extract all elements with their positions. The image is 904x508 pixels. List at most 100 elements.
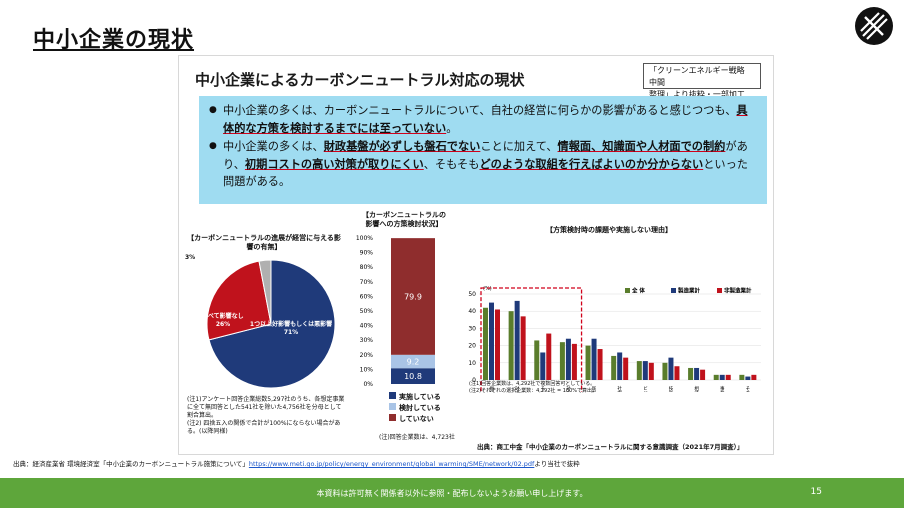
bar [688, 367, 694, 380]
bar [694, 367, 700, 380]
bar [565, 338, 571, 380]
pie-slice-label: 影響なしもしくは無回答3% [185, 252, 252, 261]
bar [571, 343, 577, 380]
stacked-legend: 実施している 検討している していない [389, 392, 441, 425]
bar [713, 374, 719, 380]
stacked-segment [391, 354, 435, 369]
bar [546, 333, 552, 380]
category-label: 相談できる相手がいない [694, 385, 699, 392]
bar [585, 345, 591, 380]
category-label: 技術的に対応が難しい [668, 385, 673, 392]
pie-slice [208, 259, 336, 389]
category-label: その他 [745, 386, 750, 392]
y-tick-label: 90% [360, 250, 374, 257]
bar [508, 311, 514, 380]
category-label: 既存の設備では対応が難しい [591, 386, 596, 392]
pie-chart-note: (注1)アンケート回答企業総数5,297社のうち、各想定事業に全て無回答とした5… [187, 396, 345, 435]
bar [674, 366, 680, 380]
legend-item: 実施している [389, 392, 441, 403]
y-tick-label: 10% [360, 366, 374, 373]
stacked-bar-chart: 100% 90% 80% 70% 60% 50% 40% 30% 20% 10% 0% 10.8 9.2… [356, 235, 435, 388]
pie-slice [206, 260, 272, 341]
data-label: 10.8 [404, 372, 422, 381]
grouped-chart-title: 【方策検討時の課題や実施しない理由】 [546, 226, 672, 234]
source-box: 「クリーンエネルギー戦略 中間 整理」より抜粋・一部加工 [643, 63, 761, 99]
pie-slice-label: 1つ以上好影響もしくは悪影響 71% [250, 320, 332, 336]
category-label: 規制・ルールが決まっていない [489, 385, 494, 392]
bar [739, 374, 745, 380]
data-label: 9.2 [407, 358, 420, 367]
bar [642, 361, 648, 380]
company-logo-icon [855, 7, 893, 45]
legend-swatch [625, 288, 630, 293]
y-tick-label: 70% [360, 279, 374, 286]
page-title: 中小企業の現状 [33, 28, 195, 53]
stacked-chart-note: (注)回答企業数は、4,723社 [379, 434, 455, 441]
summary-bullet: 中小企業の多くは、財政基盤が必ずしも盤石でないことに加えて、情報面、知識面や人材… [209, 138, 757, 191]
y-tick-label: 40 [468, 308, 476, 315]
y-tick-label: 50 [468, 291, 476, 298]
bar [483, 307, 488, 380]
category-label: 事業を縮小・廃業する予定 [719, 385, 724, 392]
bar [489, 302, 494, 380]
source-line: 出典：経済産業省 環境経済室「中小企業のカーボンニュートラル施策について」htt… [13, 460, 580, 468]
bar [662, 362, 668, 380]
bar [636, 361, 642, 380]
y-tick-label: 100% [356, 235, 373, 242]
bar [719, 374, 725, 380]
summary-bullet: 中小企業の多くは、カーボンニュートラルについて、自社の経営に何らかの影響があると… [209, 102, 757, 137]
page-number: 15 [810, 487, 822, 497]
stacked-segment [391, 238, 435, 355]
category-label: 対応方法や他社の取組に関する [514, 385, 519, 392]
y-tick-label: 30 [468, 325, 476, 332]
bar [700, 369, 706, 380]
bar [520, 316, 526, 380]
source-link[interactable]: https://www.meti.go.jp/policy/energy_env… [248, 460, 535, 468]
bar [623, 357, 629, 380]
legend-label: 製造業計 [678, 287, 701, 295]
legend-label: 全 体 [631, 287, 645, 295]
summary-callout: 中小企業の多くは、カーボンニュートラルについて、自社の経営に何らかの影響があると… [199, 96, 767, 204]
pie-slice [258, 259, 272, 325]
bar [514, 300, 520, 380]
stacked-chart-title: 【カーボンニュートラルの影響への方策検討状況】 [362, 211, 446, 228]
bar [495, 309, 500, 380]
bar [648, 362, 654, 380]
bar [751, 374, 757, 380]
y-tick-label: 0 [472, 377, 476, 384]
slide-heading: 中小企業によるカーボンニュートラル対応の現状 [195, 71, 525, 89]
category-label: 社内での人的リソースが足りな [617, 385, 622, 392]
y-tick-label: 50% [360, 308, 374, 315]
bar [559, 342, 565, 380]
bar [534, 340, 540, 380]
legend-label: 非製造業計 [724, 287, 752, 295]
highlight-box [480, 287, 583, 392]
y-tick-label: 60% [360, 293, 374, 300]
grouped-chart-source: 出典：商工中金「中小企業のカーボンニュートラルに関する意識調査（2021年7月調… [477, 443, 744, 451]
data-label: 79.9 [404, 292, 422, 301]
category-label: ビジネスモデルの転換が困難 [642, 385, 647, 392]
legend-swatch [671, 288, 676, 293]
bar [617, 352, 623, 380]
bar [591, 338, 597, 380]
footer-notice: 本資料は許可無く関係者以外に参照・配布しないようお願い申し上げます。 [316, 489, 588, 498]
y-tick-label: 40% [360, 323, 374, 330]
y-tick-label: 30% [360, 337, 374, 344]
bar [597, 349, 603, 380]
bar [540, 352, 546, 380]
y-tick-label: 10 [468, 360, 476, 367]
legend-item: 検討している [389, 403, 441, 414]
legend-item: していない [389, 414, 441, 425]
legend-swatch [717, 288, 722, 293]
bar [611, 355, 617, 380]
slide-image: 中小企業によるカーボンニュートラル対応の現状 「クリーンエネルギー戦略 中間 整… [178, 55, 774, 455]
grouped-bar-chart: 50 40 30 20 10 0 (%) 規制・ルールが決まっていない 対応方法や他社の取組に関… [468, 286, 761, 392]
pie-slice-label: すべて影響なし 26% [202, 312, 243, 328]
y-tick-label: 0% [363, 381, 373, 388]
grouped-chart-note: (注1)回答企業数は、4,292社で複数回答可としている。 (注2)それぞれの選… [469, 381, 598, 394]
footer-bar: 本資料は許可無く関係者以外に参照・配布しないようお願い申し上げます。 15 [0, 478, 904, 508]
unit-label: (%) [483, 286, 492, 292]
pie-chart-title: 【カーボンニュートラルの進展が経営に与える影響の有無】 [187, 234, 341, 251]
bar [668, 357, 674, 380]
